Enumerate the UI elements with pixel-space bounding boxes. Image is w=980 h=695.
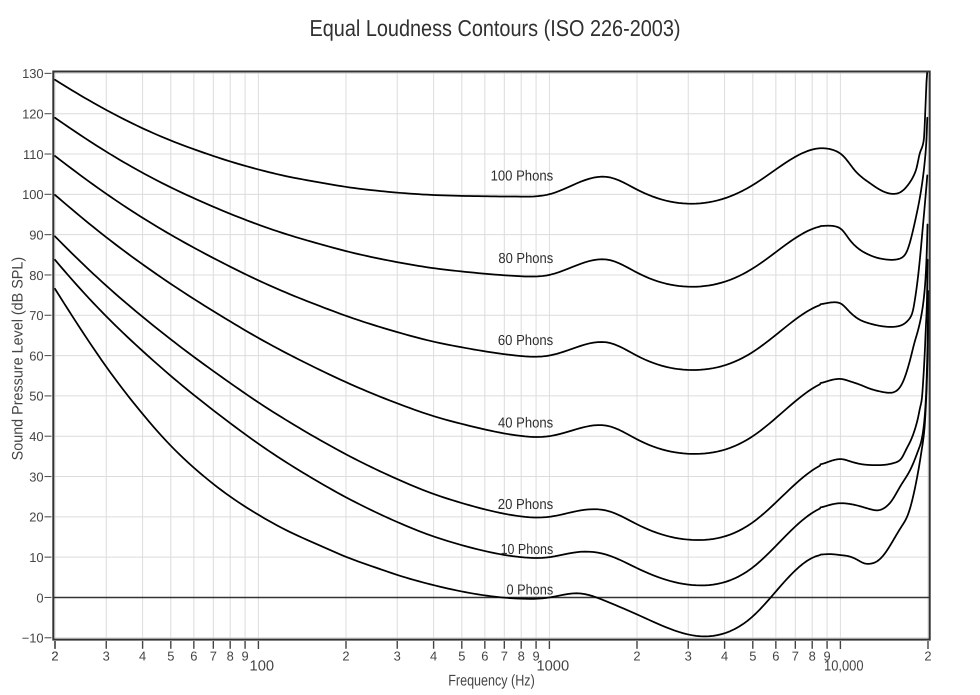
svg-text:110: 110	[23, 147, 44, 162]
svg-text:2: 2	[633, 649, 640, 664]
svg-text:9: 9	[823, 649, 830, 664]
svg-text:5: 5	[458, 649, 465, 664]
svg-text:7: 7	[210, 649, 217, 664]
svg-text:7: 7	[501, 649, 508, 664]
svg-text:50: 50	[29, 389, 43, 404]
svg-text:6: 6	[772, 649, 779, 664]
svg-text:100: 100	[22, 187, 44, 202]
svg-text:1000: 1000	[536, 659, 569, 675]
svg-text:2: 2	[924, 649, 931, 664]
svg-text:7: 7	[792, 649, 799, 664]
svg-text:8: 8	[227, 649, 234, 664]
svg-text:40: 40	[29, 429, 43, 444]
svg-text:Sound Pressure Level (dB SPL): Sound Pressure Level (dB SPL)	[10, 257, 27, 461]
svg-text:20 Phons: 20 Phons	[498, 497, 553, 513]
svg-text:90: 90	[29, 227, 43, 242]
svg-text:2: 2	[342, 649, 349, 664]
svg-text:6: 6	[190, 649, 197, 664]
svg-text:0 Phons: 0 Phons	[507, 583, 554, 599]
svg-text:30: 30	[29, 469, 43, 484]
svg-text:3: 3	[394, 649, 401, 664]
svg-text:60 Phons: 60 Phons	[498, 333, 553, 349]
svg-text:5: 5	[167, 649, 174, 664]
svg-text:Frequency (Hz): Frequency (Hz)	[448, 673, 535, 690]
svg-text:0: 0	[36, 590, 43, 605]
svg-text:60: 60	[29, 348, 43, 363]
svg-text:4: 4	[430, 649, 437, 664]
svg-text:80 Phons: 80 Phons	[498, 251, 553, 267]
svg-text:20: 20	[29, 510, 43, 525]
svg-text:40 Phons: 40 Phons	[498, 416, 553, 432]
svg-text:6: 6	[481, 649, 488, 664]
svg-text:10 Phons: 10 Phons	[501, 542, 554, 558]
svg-text:120: 120	[22, 106, 44, 121]
svg-text:100 Phons: 100 Phons	[491, 168, 554, 184]
svg-text:9: 9	[241, 649, 248, 664]
svg-text:2: 2	[51, 649, 58, 664]
svg-text:100: 100	[250, 659, 275, 675]
svg-text:9: 9	[532, 649, 539, 664]
svg-text:2: 2	[51, 649, 58, 664]
svg-text:5: 5	[749, 649, 756, 664]
svg-text:Equal Loudness Contours (ISO 2: Equal Loudness Contours (ISO 226-2003)	[310, 15, 681, 41]
svg-text:3: 3	[685, 649, 692, 664]
svg-text:4: 4	[721, 649, 728, 664]
svg-text:130: 130	[22, 66, 44, 81]
svg-text:4: 4	[139, 649, 146, 664]
svg-text:10,000: 10,000	[824, 659, 864, 675]
svg-text:3: 3	[103, 649, 110, 664]
svg-text:−10: −10	[22, 631, 44, 646]
svg-text:10: 10	[29, 550, 43, 565]
svg-text:8: 8	[518, 649, 525, 664]
svg-text:8: 8	[809, 649, 816, 664]
svg-text:70: 70	[29, 308, 43, 323]
svg-text:80: 80	[29, 268, 43, 283]
